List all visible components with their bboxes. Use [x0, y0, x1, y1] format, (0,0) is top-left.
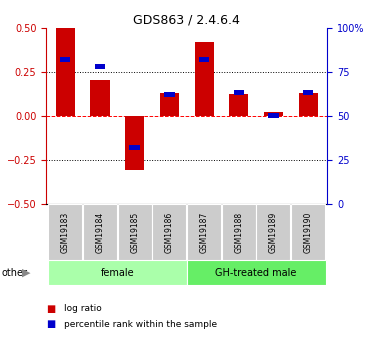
- Text: female: female: [100, 268, 134, 277]
- Text: percentile rank within the sample: percentile rank within the sample: [64, 320, 217, 329]
- Text: GSM19190: GSM19190: [304, 211, 313, 253]
- Text: GH-treated male: GH-treated male: [216, 268, 297, 277]
- Bar: [256, 204, 290, 260]
- Bar: [291, 204, 325, 260]
- Bar: [129, 145, 140, 150]
- Text: ■: ■: [46, 304, 55, 314]
- Bar: [187, 260, 325, 285]
- Bar: [48, 260, 187, 285]
- Text: GSM19185: GSM19185: [130, 211, 139, 253]
- Title: GDS863 / 2.4.6.4: GDS863 / 2.4.6.4: [133, 13, 240, 27]
- Text: GSM19189: GSM19189: [269, 211, 278, 253]
- Bar: [160, 93, 179, 116]
- Bar: [56, 28, 75, 116]
- Text: ■: ■: [46, 319, 55, 329]
- Bar: [90, 80, 109, 116]
- Bar: [299, 93, 318, 116]
- Text: GSM19184: GSM19184: [95, 211, 104, 253]
- Bar: [187, 204, 221, 260]
- Bar: [152, 204, 186, 260]
- Bar: [194, 42, 214, 116]
- Text: GSM19183: GSM19183: [61, 211, 70, 253]
- Bar: [164, 92, 174, 97]
- Bar: [303, 90, 313, 95]
- Bar: [268, 113, 279, 118]
- Bar: [60, 57, 70, 62]
- Text: GSM19188: GSM19188: [234, 211, 243, 253]
- Bar: [125, 116, 144, 170]
- Bar: [48, 204, 82, 260]
- Bar: [199, 57, 209, 62]
- Bar: [95, 64, 105, 69]
- Text: log ratio: log ratio: [64, 304, 101, 313]
- Text: ▶: ▶: [22, 268, 31, 277]
- Bar: [229, 95, 248, 116]
- Text: other: other: [2, 268, 28, 277]
- Bar: [118, 204, 152, 260]
- Bar: [222, 204, 256, 260]
- Bar: [264, 112, 283, 116]
- Bar: [234, 90, 244, 95]
- Text: GSM19187: GSM19187: [199, 211, 209, 253]
- Text: GSM19186: GSM19186: [165, 211, 174, 253]
- Bar: [83, 204, 117, 260]
